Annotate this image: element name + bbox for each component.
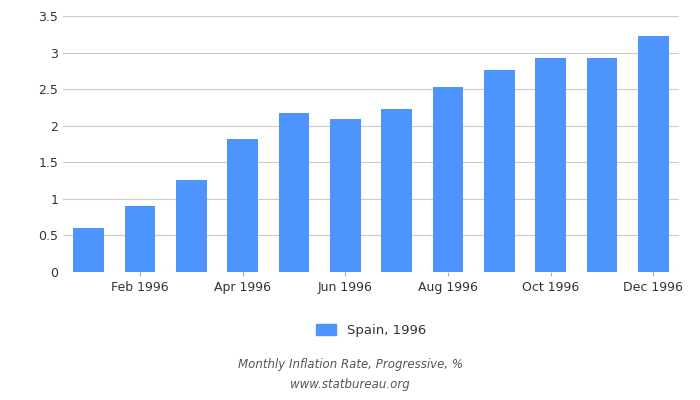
Legend: Spain, 1996: Spain, 1996 [311, 318, 431, 342]
Bar [330, 119, 360, 272]
Bar [638, 36, 668, 272]
Text: Monthly Inflation Rate, Progressive, %: Monthly Inflation Rate, Progressive, % [237, 358, 463, 371]
Bar [74, 228, 104, 272]
Bar [382, 109, 412, 272]
Bar [433, 87, 463, 272]
Bar [536, 58, 566, 272]
Bar [125, 206, 155, 272]
Bar [279, 113, 309, 272]
Text: www.statbureau.org: www.statbureau.org [290, 378, 410, 391]
Bar [587, 58, 617, 272]
Bar [176, 180, 206, 272]
Bar [228, 139, 258, 272]
Bar [484, 70, 514, 272]
